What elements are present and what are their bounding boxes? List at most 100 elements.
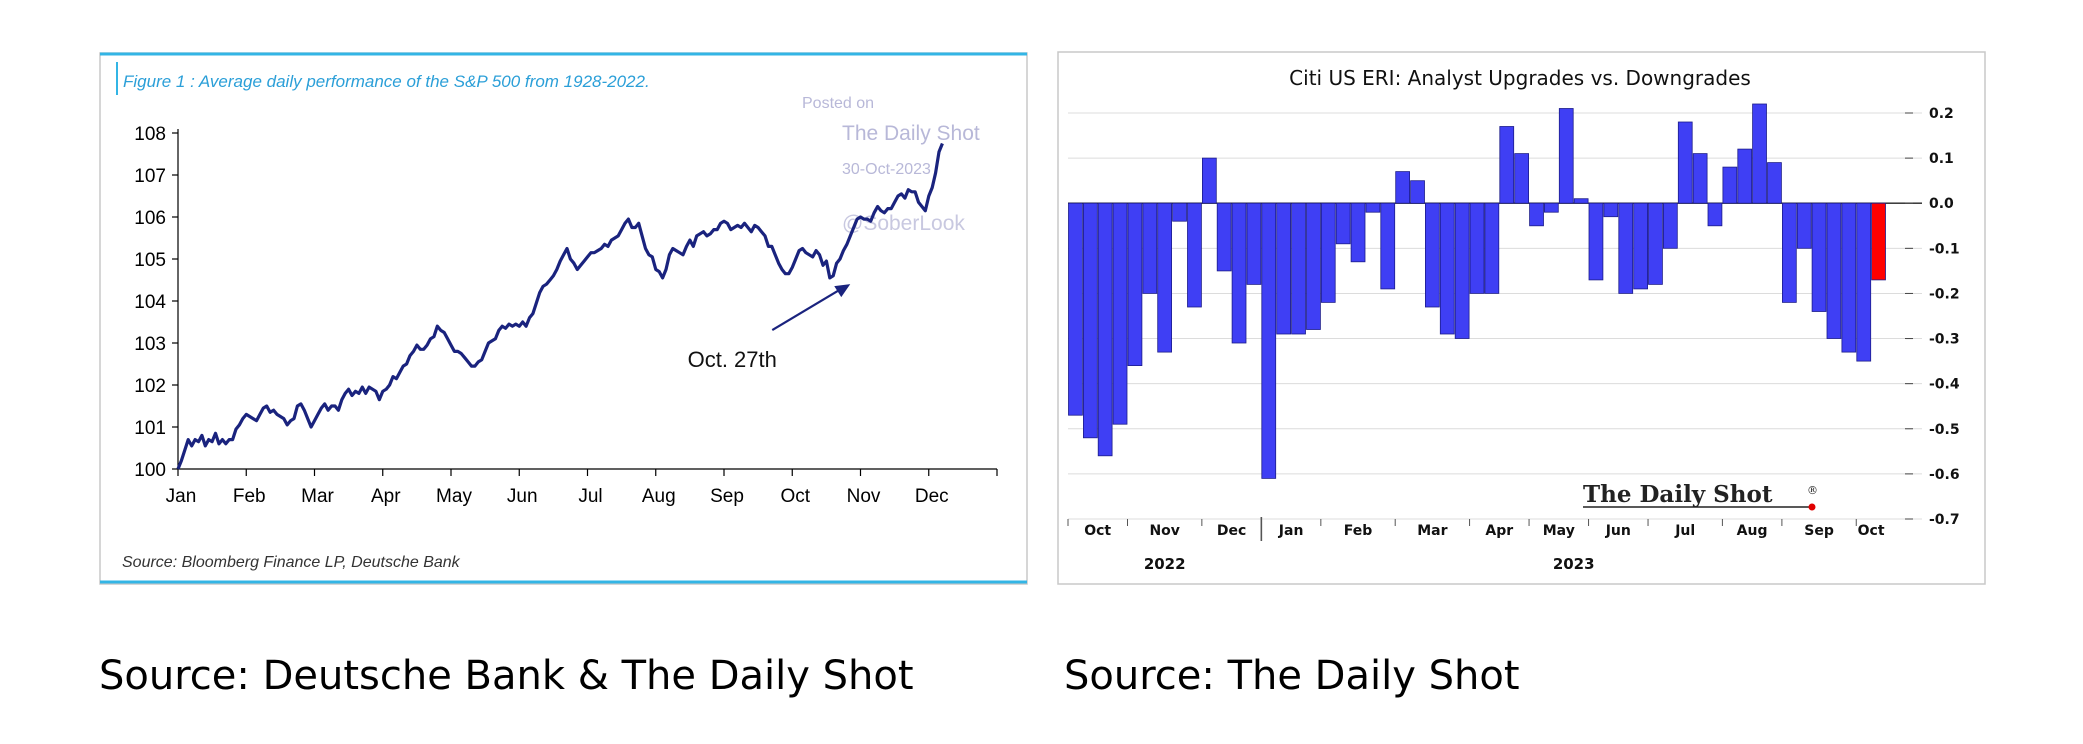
right-y-tick-label: -0.1 (1929, 241, 1960, 257)
left-x-tick-label: Oct (780, 486, 810, 507)
eri-bar (1722, 166, 1738, 204)
left-x-axis: Jan Feb Mar Apr May Jun Jul Aug Sep Oct Nov Dec (166, 468, 998, 507)
left-y-tick-label: 106 (134, 208, 166, 229)
right-caption: Source: The Daily Shot (1064, 653, 1520, 699)
eri-bar (1499, 126, 1515, 204)
eri-bar (1648, 202, 1663, 285)
right-y-tick-label: -0.3 (1929, 332, 1960, 348)
eri-bar (1425, 202, 1440, 308)
left-x-tick-label: Jun (507, 486, 538, 507)
left-chart-title: Figure 1 : Average daily performance of … (123, 72, 650, 91)
left-y-tick-label: 104 (134, 292, 166, 313)
right-month-label: May (1543, 523, 1575, 539)
left-chart-source: Source: Bloomberg Finance LP, Deutsche B… (122, 554, 461, 571)
left-y-tick-label: 102 (134, 376, 166, 397)
eri-bar (1514, 153, 1529, 204)
eri-bar (1692, 153, 1708, 204)
right-month-label: Jul (1674, 523, 1695, 539)
eri-bar (1246, 202, 1262, 285)
eri-bar (1767, 162, 1782, 204)
eri-bar (1484, 202, 1500, 294)
left-x-tick-label: Mar (301, 486, 334, 507)
eri-bar (1127, 202, 1143, 366)
annotation-arrow (771, 286, 845, 332)
left-y-tick-label: 103 (134, 334, 166, 355)
eri-bar (1782, 202, 1797, 303)
eri-bar (1365, 202, 1381, 213)
eri-bar (1558, 108, 1574, 204)
right-month-label: Jan (1278, 523, 1304, 539)
eri-bar (1439, 202, 1455, 335)
eri-bar (1157, 202, 1172, 353)
daily-shot-logo-dot (1808, 503, 1816, 511)
right-month-label: Jun (1605, 523, 1631, 539)
watermark-posted-on: Posted on (802, 95, 874, 112)
annotation-arrowhead (834, 284, 851, 298)
eri-bar (1380, 202, 1396, 290)
sp500-average-line (176, 142, 944, 470)
annotation-label: Oct. 27th (688, 347, 777, 372)
right-y-tick-label: -0.5 (1929, 422, 1960, 438)
right-month-label: Sep (1804, 523, 1834, 539)
eri-bar (1306, 202, 1321, 330)
right-month-label: Nov (1149, 523, 1179, 539)
eri-bar (1603, 202, 1619, 218)
left-plot-area: Oct. 27th (176, 142, 944, 470)
eri-bar (1707, 202, 1723, 227)
eri-bar (1335, 202, 1351, 245)
eri-bar (1410, 180, 1425, 204)
eri-bar (1811, 202, 1827, 312)
eri-bar (1320, 202, 1336, 303)
left-x-tick-label: Dec (915, 486, 949, 507)
right-y-tick-label: 0.1 (1929, 151, 1954, 167)
left-chart-frame (99, 52, 1028, 585)
eri-bar (1276, 202, 1291, 335)
right-y-tick-label: -0.6 (1929, 467, 1960, 483)
eri-bar (1677, 121, 1693, 204)
eri-bar (1618, 202, 1634, 294)
eri-bar (1633, 202, 1648, 290)
left-x-tick-label: Jul (578, 486, 602, 507)
eri-bar (1097, 202, 1113, 457)
eri-bar (1083, 202, 1098, 439)
eri-bar (1350, 202, 1366, 263)
right-month-label: Mar (1417, 523, 1447, 539)
eri-bar (1469, 202, 1485, 294)
eri-bar (1841, 202, 1857, 353)
eri-bar (1573, 198, 1589, 204)
eri-bar (1261, 202, 1277, 479)
left-y-tick-label: 107 (134, 166, 166, 187)
eri-bar (1871, 202, 1886, 281)
right-year-label: 2022 (1144, 555, 1186, 573)
eri-bar (1202, 157, 1217, 204)
eri-bar (1856, 202, 1872, 362)
left-y-tick-label: 108 (134, 124, 166, 145)
eri-bar (1187, 202, 1202, 308)
eri-bar (1068, 202, 1083, 416)
right-year-label: 2023 (1553, 555, 1595, 573)
eri-bar (1826, 202, 1842, 339)
right-y-tick-label: -0.4 (1929, 377, 1960, 393)
right-month-label: Oct (1858, 523, 1885, 539)
left-x-tick-label: Nov (847, 486, 881, 507)
left-y-tick-label: 101 (134, 418, 166, 439)
eri-bar (1796, 202, 1812, 249)
right-y-tick-label: 0.2 (1929, 106, 1954, 122)
eri-bar (1663, 202, 1678, 249)
eri-bar (1172, 202, 1187, 222)
right-y-tick-label: -0.2 (1929, 286, 1960, 302)
left-y-axis: 100 101 102 103 104 105 106 107 108 (134, 124, 179, 481)
left-x-tick-label: Aug (642, 486, 676, 507)
eri-bar (1216, 202, 1232, 272)
eri-bar (1529, 202, 1544, 227)
right-x-axis: Oct Nov Dec Jan Feb Mar Apr May Jun Jul Aug Sep Oct 2… (1067, 517, 1885, 573)
eri-bar (1291, 202, 1306, 335)
eri-bar (1454, 202, 1470, 339)
right-month-label: Aug (1737, 523, 1768, 539)
eri-bar (1752, 103, 1767, 204)
right-month-label: Feb (1344, 523, 1373, 539)
right-chart-title: Citi US ERI: Analyst Upgrades vs. Downgr… (1289, 66, 1751, 90)
left-y-tick-label: 100 (134, 460, 166, 481)
